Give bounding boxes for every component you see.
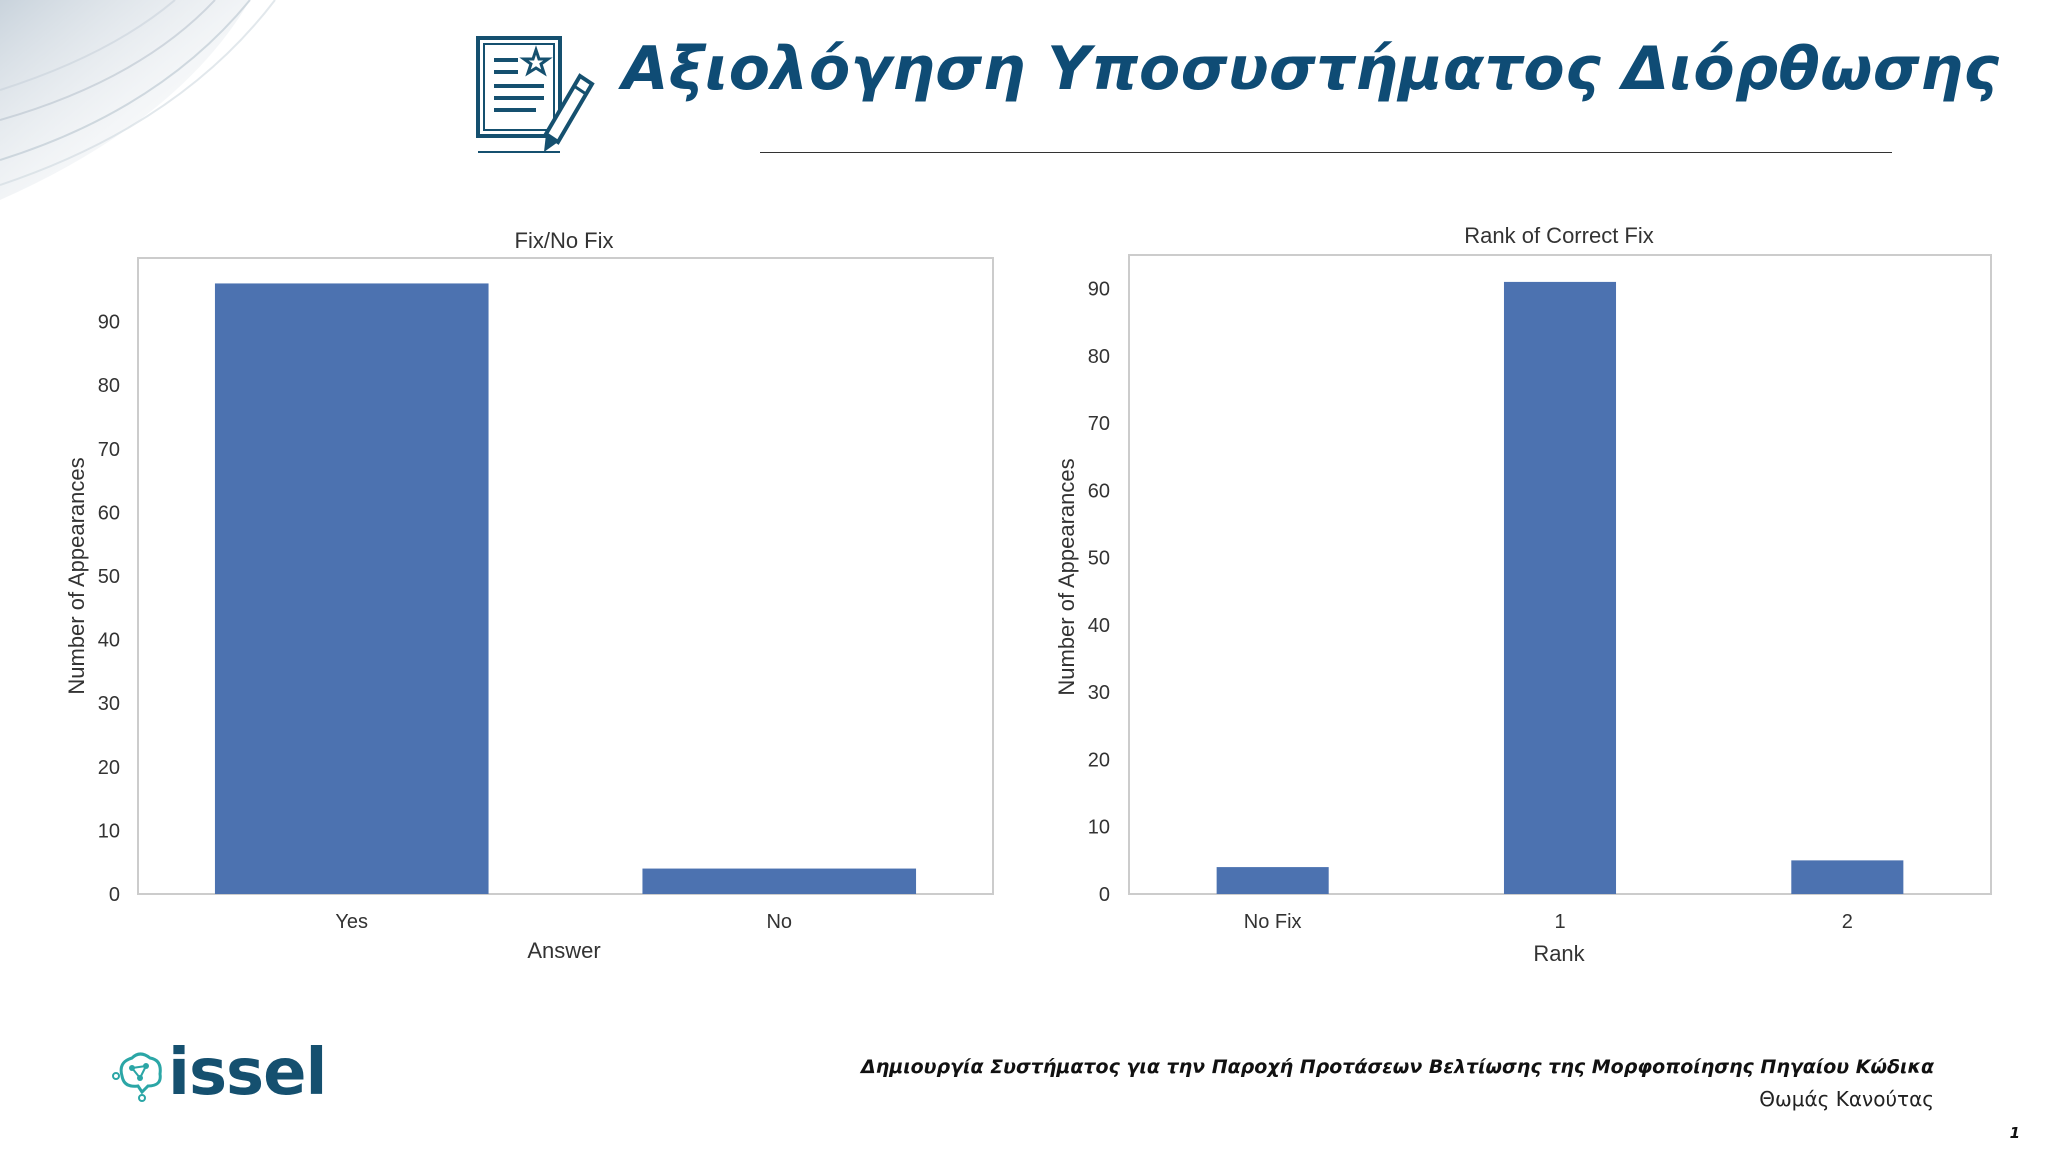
x-axis-label: Rank (1533, 941, 1585, 966)
footer-author: Θωμάς Κανούτας (1759, 1087, 1934, 1111)
y-tick-label: 0 (109, 884, 120, 906)
bar-no-fix (1216, 867, 1329, 894)
y-tick-label: 10 (1088, 817, 1110, 839)
y-tick-label: 60 (98, 502, 120, 524)
logo-text: issel (168, 1036, 327, 1110)
y-tick-label: 0 (1099, 884, 1110, 906)
y-tick-label: 90 (98, 312, 120, 334)
y-tick-label: 70 (98, 439, 120, 461)
title-divider (760, 152, 1892, 153)
y-tick-label: 30 (1088, 682, 1110, 704)
x-tick-label: 1 (1554, 911, 1565, 933)
bar-2 (1791, 860, 1904, 894)
chart-fix-no-fix: Fix/No Fix 0 10 20 30 40 50 60 70 80 90 Yes No Ans… (64, 228, 994, 963)
y-tick-label: 70 (1088, 413, 1110, 435)
bar-no (642, 868, 917, 894)
x-tick-label: Yes (335, 911, 368, 933)
y-tick-label: 40 (1088, 615, 1110, 637)
x-axis-label: Answer (527, 938, 600, 963)
bar-yes (214, 283, 489, 894)
decorative-swoosh (0, 0, 276, 200)
x-tick-label: No Fix (1244, 911, 1302, 933)
bar-1 (1503, 281, 1617, 894)
document-star-icon (476, 36, 595, 153)
y-tick-label: 50 (98, 566, 120, 588)
plot-frame (137, 257, 994, 895)
y-axis-label: Number of Appearances (1054, 458, 1079, 695)
chart-rank-of-correct-fix: Rank of Correct Fix 0102030405060708090 … (1054, 223, 1992, 966)
chart-title: Rank of Correct Fix (1464, 223, 1654, 248)
y-tick-label: 50 (1088, 548, 1110, 570)
chart-title: Fix/No Fix (515, 228, 614, 253)
footer-subtitle: Δημιουργία Συστήματος για την Παροχή Προ… (861, 1056, 1934, 1078)
pencil-icon (543, 73, 595, 152)
y-tick-label: 20 (98, 757, 120, 779)
y-tick-label: 20 (1088, 749, 1110, 771)
slide-title: Αξιολόγηση Υποσυστήματος Διόρθωσης (622, 34, 2000, 104)
x-tick-label: 2 (1842, 911, 1853, 933)
y-tick-label: 90 (1088, 279, 1110, 301)
y-tick-label: 30 (98, 693, 120, 715)
y-tick-label: 60 (1088, 480, 1110, 502)
y-tick-label: 10 (98, 820, 120, 842)
y-axis-label: Number of Appearances (64, 457, 89, 694)
brain-network-icon (112, 1052, 162, 1102)
page-number: 1 (2009, 1124, 2020, 1142)
y-tick-label: 80 (1088, 346, 1110, 368)
y-tick-label: 40 (98, 630, 120, 652)
x-tick-label: No (766, 911, 792, 933)
y-tick-label: 80 (98, 375, 120, 397)
